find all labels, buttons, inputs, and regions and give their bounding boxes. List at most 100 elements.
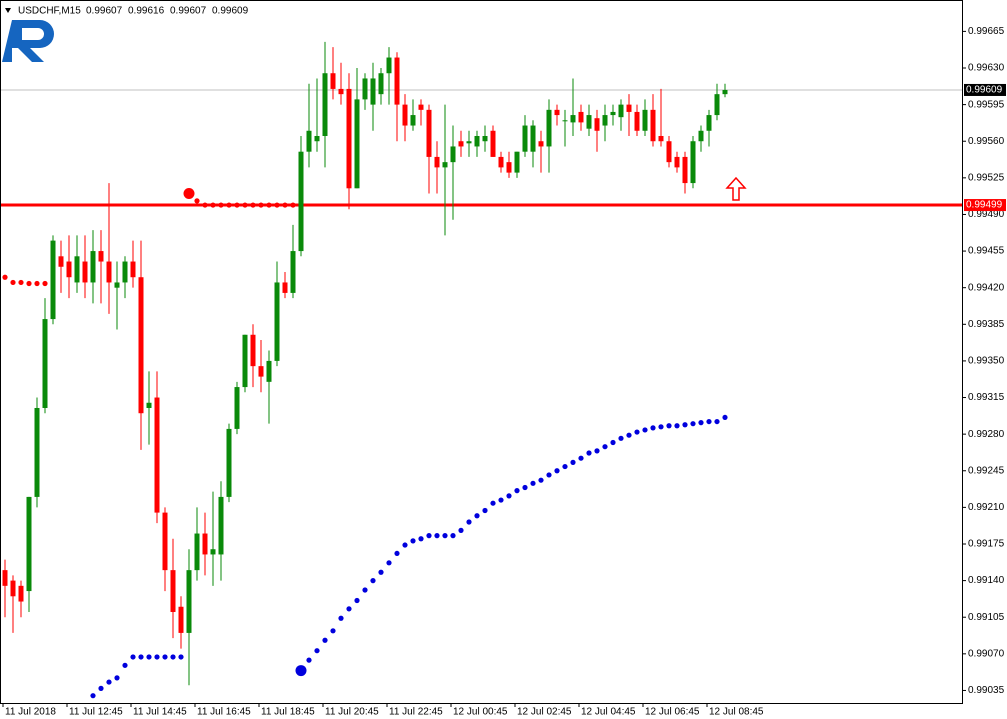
sar-dot [402,542,408,548]
candle-body [58,256,64,267]
y-tick-label: 0.99350 [968,356,1005,367]
ohlc-value: 0.99607 [86,6,123,17]
sar-dot [698,420,704,426]
candle-body [18,585,24,602]
sar-dot [650,425,656,431]
x-tick-label: 12 Jul 06:45 [645,707,700,718]
x-tick-label: 11 Jul 20:45 [325,707,379,718]
y-tick-label: 0.99315 [968,392,1005,403]
candle-body [2,570,8,586]
candle-body [82,261,88,283]
candle-body [434,156,440,168]
x-tick-label: 11 Jul 14:45 [133,707,187,718]
x-tick-label: 11 Jul 22:45 [389,707,443,718]
candle-body [274,282,280,361]
candle-body [50,240,56,320]
y-tick-label: 0.99525 [968,172,1005,183]
candle-body [282,282,288,293]
menu-triangle[interactable] [5,8,11,13]
sar-dot [602,444,608,450]
x-tick-label: 11 Jul 12:45 [69,707,123,718]
candle-body [346,88,352,189]
sar-dot [138,654,144,660]
candle-body [578,111,584,123]
candle-body [506,162,512,173]
candle-body [130,261,136,278]
candle-body [298,151,304,252]
candle-body [34,407,40,497]
candle-body [706,115,712,131]
sar-dot [98,685,104,691]
sar-dot [226,202,232,208]
sar-dot [434,533,440,539]
y-tick-label: 0.99665 [968,26,1005,37]
level-tag [964,199,1006,212]
symbol-title: USDCHF,M15 [18,6,81,17]
sar-dot [242,202,248,208]
candle-body [322,73,328,136]
sar-dot [666,423,672,429]
sar-dot [274,202,280,208]
sar-dot [122,662,128,668]
candle-body [498,156,504,168]
candle-body [650,109,656,142]
sar-dot [490,500,496,506]
sar-dot [282,202,288,208]
candle-body [106,261,112,283]
sar-dot [570,459,576,465]
sar-dot [114,675,120,681]
sar-dot [562,463,568,470]
sar-dot [546,472,552,478]
sar-dot [106,679,112,685]
candle-body [586,115,592,129]
logo [2,20,54,62]
candle-body [234,387,240,429]
sar-dot [426,533,432,539]
candle-body [314,135,320,142]
candle-body [210,549,216,555]
candle-body [370,78,376,105]
y-tick-label: 0.99140 [968,575,1005,586]
sar-dot [418,536,424,542]
sar-dot [194,198,200,204]
sar-dot [146,654,152,660]
sar-dot [266,202,272,208]
candle-body [538,141,544,147]
sar-dot [370,578,376,584]
candle-body [490,130,496,157]
sar-dot [314,648,320,654]
candle-body [682,156,688,184]
x-tick-label: 12 Jul 00:45 [453,707,508,718]
candle-body [722,89,728,95]
sar-dot [42,280,48,287]
sar-dot [90,693,96,699]
candle-body [522,125,528,152]
candle-body [202,533,208,555]
candle-body [450,146,456,163]
sar-dot [178,654,184,660]
current-price-label: 0.99609 [966,85,1003,96]
sar-dot [2,274,8,280]
candle-body [66,261,72,278]
plot-frame [0,0,963,704]
candle-body [378,73,384,95]
sar-dot [295,665,307,677]
y-tick-label: 0.99070 [968,648,1005,659]
candle-body [178,606,184,633]
sar-dot [466,519,472,525]
candle-body [154,397,160,513]
candle-body [122,261,128,283]
x-tick-label: 11 Jul 18:45 [261,707,315,718]
sar-dot [234,202,240,208]
sar-dot [658,424,664,430]
candle-body [146,402,152,408]
sar-dot [634,429,640,435]
candle-body [634,111,640,131]
sar-dot [506,493,512,499]
candle-body [250,334,256,367]
ohlc-value: 0.99616 [128,6,165,17]
candle-body [666,141,672,163]
y-tick-label: 0.99280 [968,429,1005,440]
y-tick-label: 0.99490 [968,209,1005,220]
candle-body [362,78,368,100]
